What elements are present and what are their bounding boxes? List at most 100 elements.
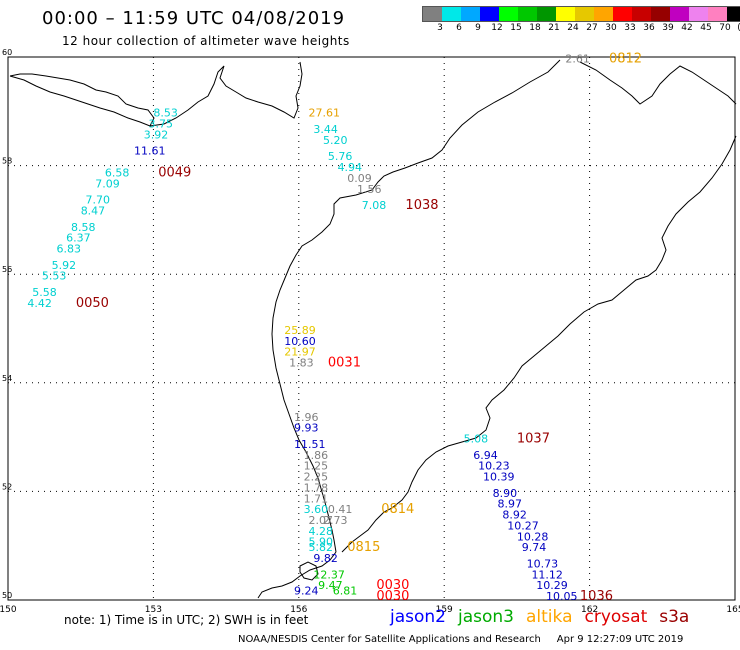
wave-height-value: 1.86 bbox=[304, 449, 329, 462]
wave-height-value: 5.58 bbox=[32, 286, 57, 299]
wave-height-value: 9.74 bbox=[522, 541, 547, 554]
wave-height-value: 12.37 bbox=[313, 568, 345, 581]
wave-height-value: 10.23 bbox=[478, 460, 510, 473]
wave-height-value: 2.07 bbox=[308, 514, 333, 527]
wave-height-value: 8.58 bbox=[71, 221, 96, 234]
wave-height-value: 5.82 bbox=[308, 541, 333, 554]
latitude-tick-label: 52 bbox=[2, 482, 12, 491]
pass-time-label: 1037 bbox=[517, 432, 550, 447]
wave-height-value: 4.28 bbox=[308, 525, 333, 538]
wave-height-value: 10.60 bbox=[284, 335, 316, 348]
page-title: 00:00 – 11:59 UTC 04/08/2019 bbox=[42, 8, 346, 29]
pass-time-label: 0815 bbox=[347, 540, 380, 555]
wave-height-value: 3.60 bbox=[304, 503, 329, 516]
wave-height-value: 3.75 bbox=[149, 118, 174, 131]
scale-label: 24 bbox=[567, 23, 579, 33]
wave-height-value: 7.08 bbox=[362, 199, 387, 212]
wave-height-value: 1.83 bbox=[289, 357, 314, 370]
wave-height-value: 6.94 bbox=[473, 449, 498, 462]
satellite-legend: jason2 jason3 altika cryosat s3a bbox=[390, 607, 701, 627]
scale-label: 30 bbox=[605, 23, 617, 33]
pass-time-label: 0049 bbox=[158, 165, 191, 180]
wave-height-value: 10.05 bbox=[546, 590, 578, 603]
pass-time-label: 0812 bbox=[609, 51, 642, 66]
scale-swatch bbox=[689, 7, 708, 21]
wave-height-value: 25.89 bbox=[284, 324, 316, 337]
wave-height-value: 10.29 bbox=[536, 579, 568, 592]
scale-swatch bbox=[632, 7, 651, 21]
pass-time-label: 1038 bbox=[405, 198, 438, 213]
wave-height-value: 8.90 bbox=[493, 487, 517, 500]
wave-height-value: 2.25 bbox=[304, 471, 329, 484]
graticule bbox=[7, 56, 736, 601]
scale-swatch bbox=[461, 7, 480, 21]
coastline-northwest bbox=[9, 73, 155, 127]
wave-height-value: 8.47 bbox=[81, 204, 106, 217]
wave-height-value: 2.61 bbox=[565, 52, 590, 65]
wave-height-value: 1.71 bbox=[304, 492, 329, 505]
latitude-tick-label: 58 bbox=[2, 157, 12, 166]
scale-swatch bbox=[651, 7, 670, 21]
scale-swatch bbox=[670, 7, 689, 21]
scale-label: 45 bbox=[700, 23, 712, 33]
latitude-tick-label: 54 bbox=[2, 374, 12, 383]
latitude-tick-label: 60 bbox=[2, 48, 12, 57]
wave-height-value: 3.92 bbox=[144, 128, 169, 141]
legend-item-jason2: jason2 bbox=[390, 607, 446, 627]
pass-time-label: 0030 bbox=[376, 578, 409, 593]
scale-swatch bbox=[708, 7, 727, 21]
wave-height-value: 5.92 bbox=[52, 259, 76, 272]
scale-swatch bbox=[442, 7, 461, 21]
pass-time-label: 0050 bbox=[76, 296, 109, 311]
wave-height-value: 27.61 bbox=[308, 107, 340, 120]
credit-text: NOAA/NESDIS Center for Satellite Applica… bbox=[238, 634, 541, 645]
wave-height-value: 5.90 bbox=[308, 536, 333, 549]
latitude-tick-label: 50 bbox=[2, 591, 12, 600]
scale-label: 36 bbox=[643, 23, 655, 33]
scale-swatch bbox=[499, 7, 518, 21]
legend-item-s3a: s3a bbox=[659, 607, 690, 627]
scale-label: 18 bbox=[529, 23, 541, 33]
scale-label: 9 bbox=[475, 23, 481, 33]
page-subtitle: 12 hour collection of altimeter wave hei… bbox=[62, 34, 350, 48]
scale-swatch bbox=[537, 7, 556, 21]
coastline-north bbox=[579, 61, 737, 105]
longitude-tick-label: 165 bbox=[726, 605, 740, 615]
scale-label: 70 bbox=[719, 23, 731, 33]
wave-height-value: 11.61 bbox=[134, 145, 166, 158]
wave-height-value: 6.58 bbox=[105, 166, 130, 179]
wave-height-value: 1.56 bbox=[357, 183, 382, 196]
wave-height-value: 5.53 bbox=[42, 270, 67, 283]
wave-height-value: 6.37 bbox=[66, 232, 91, 245]
scale-swatch bbox=[727, 7, 740, 21]
longitude-tick-label: 150 bbox=[0, 605, 17, 615]
coastline-kuril-south bbox=[257, 551, 337, 599]
pass-time-label: 0814 bbox=[381, 502, 414, 517]
coastline-kamchatka bbox=[271, 59, 561, 553]
wave-height-value: 5.08 bbox=[464, 433, 489, 446]
wave-height-observations: 8.533.753.92 11.61 6.58 0049 7.09 7.708.47 8.5… bbox=[27, 51, 642, 604]
pass-time-label: 0030 bbox=[376, 589, 409, 604]
scale-swatch bbox=[594, 7, 613, 21]
wave-height-value: 10.73 bbox=[527, 557, 559, 570]
wave-height-value: 3.44 bbox=[313, 123, 338, 136]
scale-label: 12 bbox=[491, 23, 503, 33]
longitude-tick-label: 156 bbox=[290, 605, 307, 615]
wave-height-value: 10.39 bbox=[483, 471, 515, 484]
wave-height-value: 9.93 bbox=[294, 422, 319, 435]
wave-height-value: 6.83 bbox=[56, 242, 81, 255]
scale-label: 39 bbox=[662, 23, 674, 33]
pass-time-label: 0031 bbox=[328, 356, 361, 371]
scale-swatch bbox=[613, 7, 632, 21]
pass-time-label: 1036 bbox=[580, 589, 613, 604]
legend-item-altika: altika bbox=[526, 607, 573, 627]
wave-height-value: 11.12 bbox=[531, 568, 563, 581]
scale-label: 42 bbox=[681, 23, 693, 33]
wave-height-value: 8.53 bbox=[153, 107, 178, 120]
coastline-paramushir bbox=[299, 561, 319, 581]
longitude-tick-label: 162 bbox=[581, 605, 598, 615]
scale-label: 15 bbox=[510, 23, 522, 33]
wave-height-value: 9.82 bbox=[313, 552, 338, 565]
